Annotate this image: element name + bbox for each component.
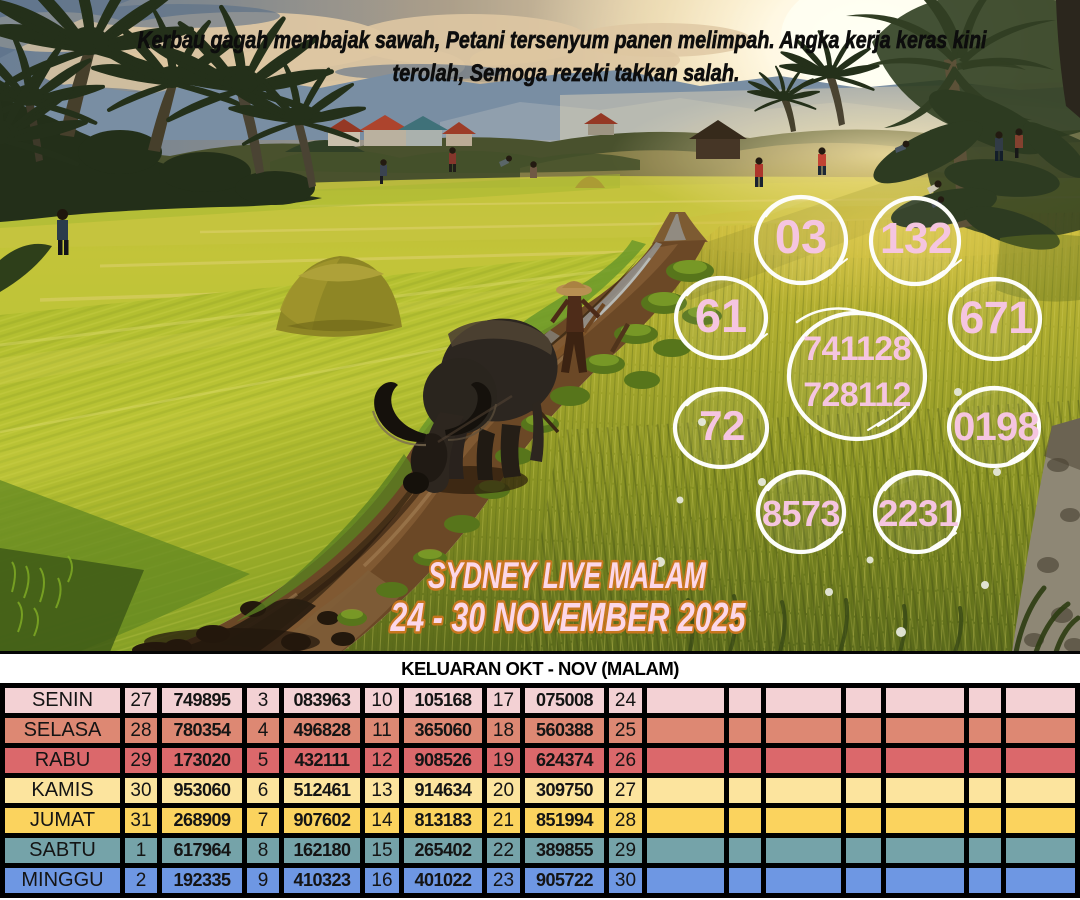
svg-text:671: 671 <box>959 292 1033 343</box>
svg-text:SYDNEY LIVE MALAM: SYDNEY LIVE MALAM <box>428 555 707 596</box>
svg-text:terolah, Semoga rezeki takkan: terolah, Semoga rezeki takkan salah. <box>393 60 740 87</box>
svg-text:8573: 8573 <box>762 493 840 534</box>
svg-text:24 - 30 NOVEMBER 2025: 24 - 30 NOVEMBER 2025 <box>390 594 747 640</box>
svg-text:72: 72 <box>699 402 745 449</box>
svg-text:728112: 728112 <box>803 376 910 414</box>
svg-text:132: 132 <box>880 214 952 263</box>
svg-text:2231: 2231 <box>878 493 958 534</box>
svg-text:03: 03 <box>775 210 827 263</box>
svg-text:Kerbau gagah membajak sawah, P: Kerbau gagah membajak sawah, Petani ters… <box>138 27 988 54</box>
svg-text:0198: 0198 <box>953 405 1039 449</box>
svg-text:61: 61 <box>695 289 747 342</box>
svg-text:741128: 741128 <box>803 330 910 368</box>
